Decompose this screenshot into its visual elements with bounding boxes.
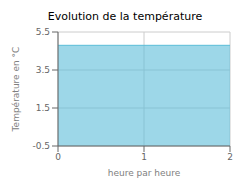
- svg-text:3.5: 3.5: [36, 65, 50, 75]
- svg-text:1.5: 1.5: [36, 103, 50, 113]
- svg-text:5.5: 5.5: [36, 27, 50, 37]
- svg-text:Température en °C: Température en °C: [11, 47, 21, 133]
- svg-text:-0.5: -0.5: [32, 141, 50, 151]
- svg-text:2: 2: [227, 152, 233, 162]
- html-text:Evolution de la température: Evolution de la température: [47, 10, 203, 23]
- svg-text:0: 0: [55, 152, 61, 162]
- svg-text:1: 1: [141, 152, 147, 162]
- svg-text:heure par heure: heure par heure: [108, 168, 181, 178]
